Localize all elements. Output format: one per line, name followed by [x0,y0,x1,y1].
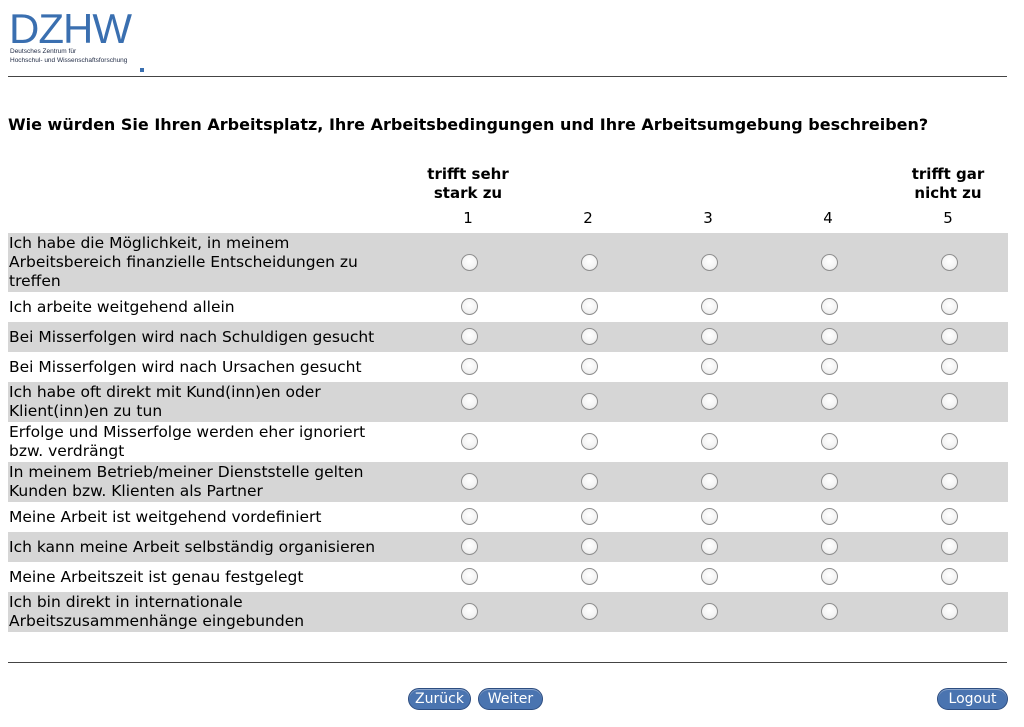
rating-radio-2[interactable] [581,393,598,410]
table-row: Ich habe die Möglichkeit, in meinem Arbe… [8,233,1008,292]
rating-radio-4[interactable] [821,568,838,585]
item-label: Ich bin direkt in internationale Arbeits… [9,593,305,630]
rating-radio-4[interactable] [821,508,838,525]
logo-subtitle-line2: Hochschul- und Wissenschaftsforschung [10,57,128,64]
rating-radio-3[interactable] [701,433,718,450]
scale-point-4: 4 [823,209,833,227]
rating-radio-5[interactable] [941,568,958,585]
item-label: Ich arbeite weitgehend allein [9,298,235,316]
rating-radio-2[interactable] [581,254,598,271]
rating-radio-1[interactable] [461,393,478,410]
rating-radio-4[interactable] [821,473,838,490]
rating-matrix: Ich habe die Möglichkeit, in meinem Arbe… [8,233,1008,632]
rating-radio-4[interactable] [821,298,838,315]
rating-radio-3[interactable] [701,393,718,410]
rating-radio-2[interactable] [581,298,598,315]
rating-radio-4[interactable] [821,393,838,410]
table-row: Ich bin direkt in internationale Arbeits… [8,592,1008,632]
table-row: Ich arbeite weitgehend allein [8,292,1008,322]
table-row: Bei Misserfolgen wird nach Schuldigen ge… [8,322,1008,352]
table-row: Meine Arbeitszeit ist genau festgelegt [8,562,1008,592]
item-label: Meine Arbeit ist weitgehend vordefiniert [9,508,322,526]
dzhw-logo: DZHW Deutsches Zentrum für Hochschul- un… [9,5,144,72]
rating-radio-3[interactable] [701,328,718,345]
table-row: In meinem Betrieb/meiner Dienststelle ge… [8,462,1008,502]
table-row: Erfolge und Misserfolge werden eher igno… [8,422,1008,462]
rating-radio-4[interactable] [821,433,838,450]
rating-radio-2[interactable] [581,358,598,375]
rating-radio-4[interactable] [821,358,838,375]
rating-radio-5[interactable] [941,473,958,490]
rating-radio-1[interactable] [461,538,478,555]
rating-radio-1[interactable] [461,298,478,315]
scale-left-anchor: trifft sehr stark zu [427,165,509,202]
item-label: Ich habe oft direkt mit Kund(inn)en oder… [9,383,321,420]
rating-radio-2[interactable] [581,568,598,585]
item-label: Erfolge und Misserfolge werden eher igno… [9,423,366,460]
header-divider [8,76,1007,77]
rating-radio-3[interactable] [701,254,718,271]
back-button[interactable]: Zurück [408,688,471,710]
rating-radio-3[interactable] [701,538,718,555]
logo-square-mark [140,68,144,72]
rating-radio-1[interactable] [461,508,478,525]
rating-radio-2[interactable] [581,508,598,525]
rating-radio-4[interactable] [821,254,838,271]
logout-button[interactable]: Logout [937,688,1008,710]
item-label: Meine Arbeitszeit ist genau festgelegt [9,568,304,586]
question-title: Wie würden Sie Ihren Arbeitsplatz, Ihre … [8,115,929,134]
rating-radio-3[interactable] [701,508,718,525]
scale-point-2: 2 [583,209,593,227]
rating-radio-2[interactable] [581,603,598,620]
item-label: Ich kann meine Arbeit selbständig organi… [9,538,376,556]
rating-radio-5[interactable] [941,538,958,555]
rating-radio-1[interactable] [461,603,478,620]
rating-radio-5[interactable] [941,433,958,450]
next-button[interactable]: Weiter [478,688,543,710]
rating-radio-3[interactable] [701,298,718,315]
rating-radio-2[interactable] [581,473,598,490]
logo-subtitle: Deutsches Zentrum für Hochschul- und Wis… [10,47,127,65]
rating-radio-1[interactable] [461,254,478,271]
rating-radio-5[interactable] [941,254,958,271]
rating-radio-5[interactable] [941,328,958,345]
scale-point-3: 3 [703,209,713,227]
rating-radio-5[interactable] [941,603,958,620]
item-label: In meinem Betrieb/meiner Dienststelle ge… [9,463,364,500]
table-row: Bei Misserfolgen wird nach Ursachen gesu… [8,352,1008,382]
rating-radio-5[interactable] [941,358,958,375]
logo-subtitle-line1: Deutsches Zentrum für [10,48,77,55]
item-label: Bei Misserfolgen wird nach Ursachen gesu… [9,358,362,376]
rating-radio-1[interactable] [461,473,478,490]
rating-radio-2[interactable] [581,433,598,450]
rating-radio-5[interactable] [941,508,958,525]
rating-radio-2[interactable] [581,538,598,555]
rating-radio-4[interactable] [821,538,838,555]
rating-radio-3[interactable] [701,358,718,375]
rating-radio-1[interactable] [461,328,478,345]
rating-radio-3[interactable] [701,473,718,490]
rating-radio-3[interactable] [701,568,718,585]
footer-divider [8,662,1007,663]
rating-radio-4[interactable] [821,328,838,345]
rating-radio-2[interactable] [581,328,598,345]
item-label: Ich habe die Möglichkeit, in meinem Arbe… [9,234,358,290]
rating-radio-1[interactable] [461,433,478,450]
scale-point-5: 5 [943,209,953,227]
rating-radio-1[interactable] [461,568,478,585]
logo-wordmark: DZHW [9,5,132,52]
scale-point-1: 1 [463,209,473,227]
rating-radio-1[interactable] [461,358,478,375]
table-row: Ich kann meine Arbeit selbständig organi… [8,532,1008,562]
rating-radio-3[interactable] [701,603,718,620]
scale-right-anchor: trifft gar nicht zu [911,165,985,202]
table-row: Ich habe oft direkt mit Kund(inn)en oder… [8,382,1008,422]
rating-radio-5[interactable] [941,298,958,315]
rating-radio-5[interactable] [941,393,958,410]
item-label: Bei Misserfolgen wird nach Schuldigen ge… [9,328,375,346]
rating-radio-4[interactable] [821,603,838,620]
table-row: Meine Arbeit ist weitgehend vordefiniert [8,502,1008,532]
